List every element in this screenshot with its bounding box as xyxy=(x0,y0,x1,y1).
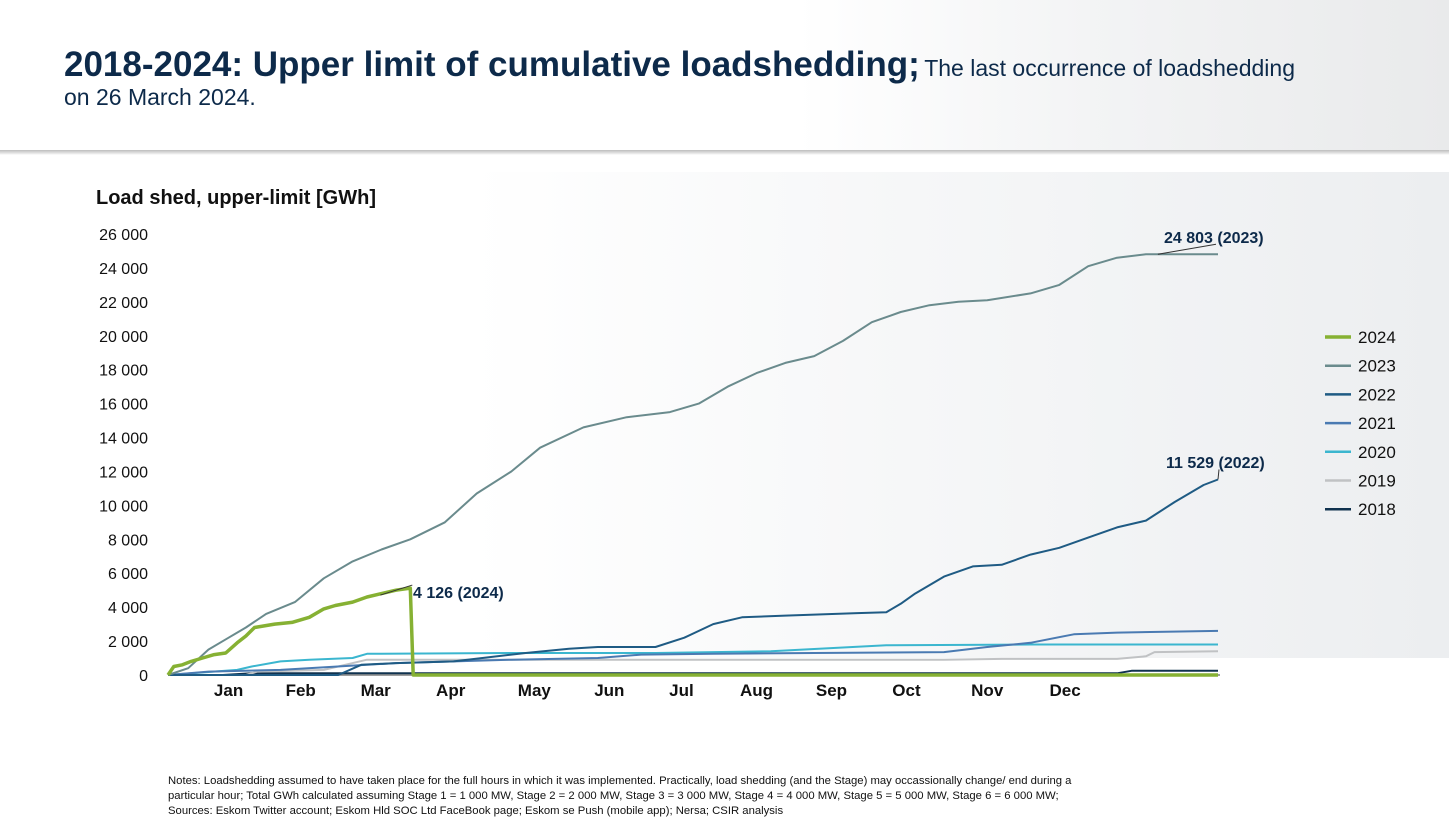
y-tick-label: 22 000 xyxy=(99,295,148,312)
legend-label-2022: 2022 xyxy=(1358,385,1396,404)
slide-subtitle: The last occurrence of loadshedding on 2… xyxy=(64,55,1296,110)
y-tick-label: 10 000 xyxy=(99,498,148,515)
annotation-2023: 24 803 (2023) xyxy=(1164,230,1264,247)
y-tick-label: 4 000 xyxy=(108,600,148,617)
x-tick-label: Apr xyxy=(436,681,466,700)
y-tick-label: 2 000 xyxy=(108,634,148,651)
cumulative-loadshedding-chart: Load shed, upper-limit [GWh] 0 2 000 4 000… xyxy=(96,187,1396,700)
x-tick-label: Mar xyxy=(361,681,392,700)
legend-label-2020: 2020 xyxy=(1358,443,1396,462)
y-axis-title: Load shed, upper-limit [GWh] xyxy=(96,187,376,209)
x-tick-label: May xyxy=(518,681,552,700)
x-tick-label: Sep xyxy=(816,681,847,700)
annotation-2024: 4 126 (2024) xyxy=(413,585,504,602)
x-tick-label: Feb xyxy=(286,681,316,700)
x-tick-label: Nov xyxy=(971,681,1004,700)
x-tick-label: Aug xyxy=(740,681,773,700)
series-line-2019 xyxy=(168,650,1219,676)
series-line-2022 xyxy=(168,478,1219,676)
annotation-2022: 11 529 (2022) xyxy=(1166,455,1265,472)
y-tick-label: 14 000 xyxy=(99,431,148,448)
legend-label-2018: 2018 xyxy=(1358,500,1396,519)
legend-label-2019: 2019 xyxy=(1358,472,1396,491)
legend: 2024 2023 2022 2021 2020 2019 2018 xyxy=(1325,328,1396,519)
x-tick-label: Jan xyxy=(214,681,243,700)
y-axis: 0 2 000 4 000 6 000 8 000 10 000 12 000 14 000 1… xyxy=(99,227,148,685)
y-tick-label: 16 000 xyxy=(99,397,148,414)
x-tick-label: Jun xyxy=(594,681,624,700)
legend-label-2023: 2023 xyxy=(1358,357,1396,376)
x-tick-label: Dec xyxy=(1050,681,1081,700)
x-tick-label: Jul xyxy=(669,681,694,700)
legend-label-2021: 2021 xyxy=(1358,414,1396,433)
annotation-leader xyxy=(380,584,413,596)
footnotes: Notes: Loadshedding assumed to have take… xyxy=(168,774,1208,819)
y-tick-label: 12 000 xyxy=(99,464,148,481)
series-lines xyxy=(166,253,1219,677)
series-line-2023 xyxy=(167,253,1218,676)
y-tick-label: 26 000 xyxy=(99,227,148,244)
y-tick-label: 24 000 xyxy=(99,261,148,278)
slide-header: 2018-2024: Upper limit of cumulative loa… xyxy=(64,45,1314,110)
header-background xyxy=(0,0,1449,150)
y-tick-label: 6 000 xyxy=(108,566,148,583)
annotation-leader xyxy=(1157,243,1217,255)
header-divider xyxy=(0,150,1449,155)
series-line-2020 xyxy=(167,643,1218,676)
data-annotations: 24 803 (2023) 11 529 (2022) 4 126 (2024) xyxy=(380,230,1265,602)
y-tick-label: 18 000 xyxy=(99,363,148,380)
series-line-2024 xyxy=(166,586,1218,677)
slide-title: 2018-2024: Upper limit of cumulative loa… xyxy=(64,45,920,84)
x-axis: Jan Feb Mar Apr May Jun Jul Aug Sep Oct Nov Dec xyxy=(168,674,1220,700)
x-tick-label: Oct xyxy=(892,681,921,700)
y-tick-label: 0 xyxy=(139,668,148,685)
annotation-leader xyxy=(1217,469,1220,480)
y-tick-label: 8 000 xyxy=(108,532,148,549)
series-line-2021 xyxy=(167,629,1219,676)
footnote-line: Sources: Eskom Twitter account; Eskom Hl… xyxy=(168,805,784,817)
footnote-line: particular hour; Total GWh calculated as… xyxy=(168,790,1059,802)
y-tick-label: 20 000 xyxy=(99,329,148,346)
legend-label-2024: 2024 xyxy=(1358,328,1396,347)
chart-background xyxy=(470,172,1449,658)
footnote-line: Notes: Loadshedding assumed to have take… xyxy=(168,775,1072,787)
